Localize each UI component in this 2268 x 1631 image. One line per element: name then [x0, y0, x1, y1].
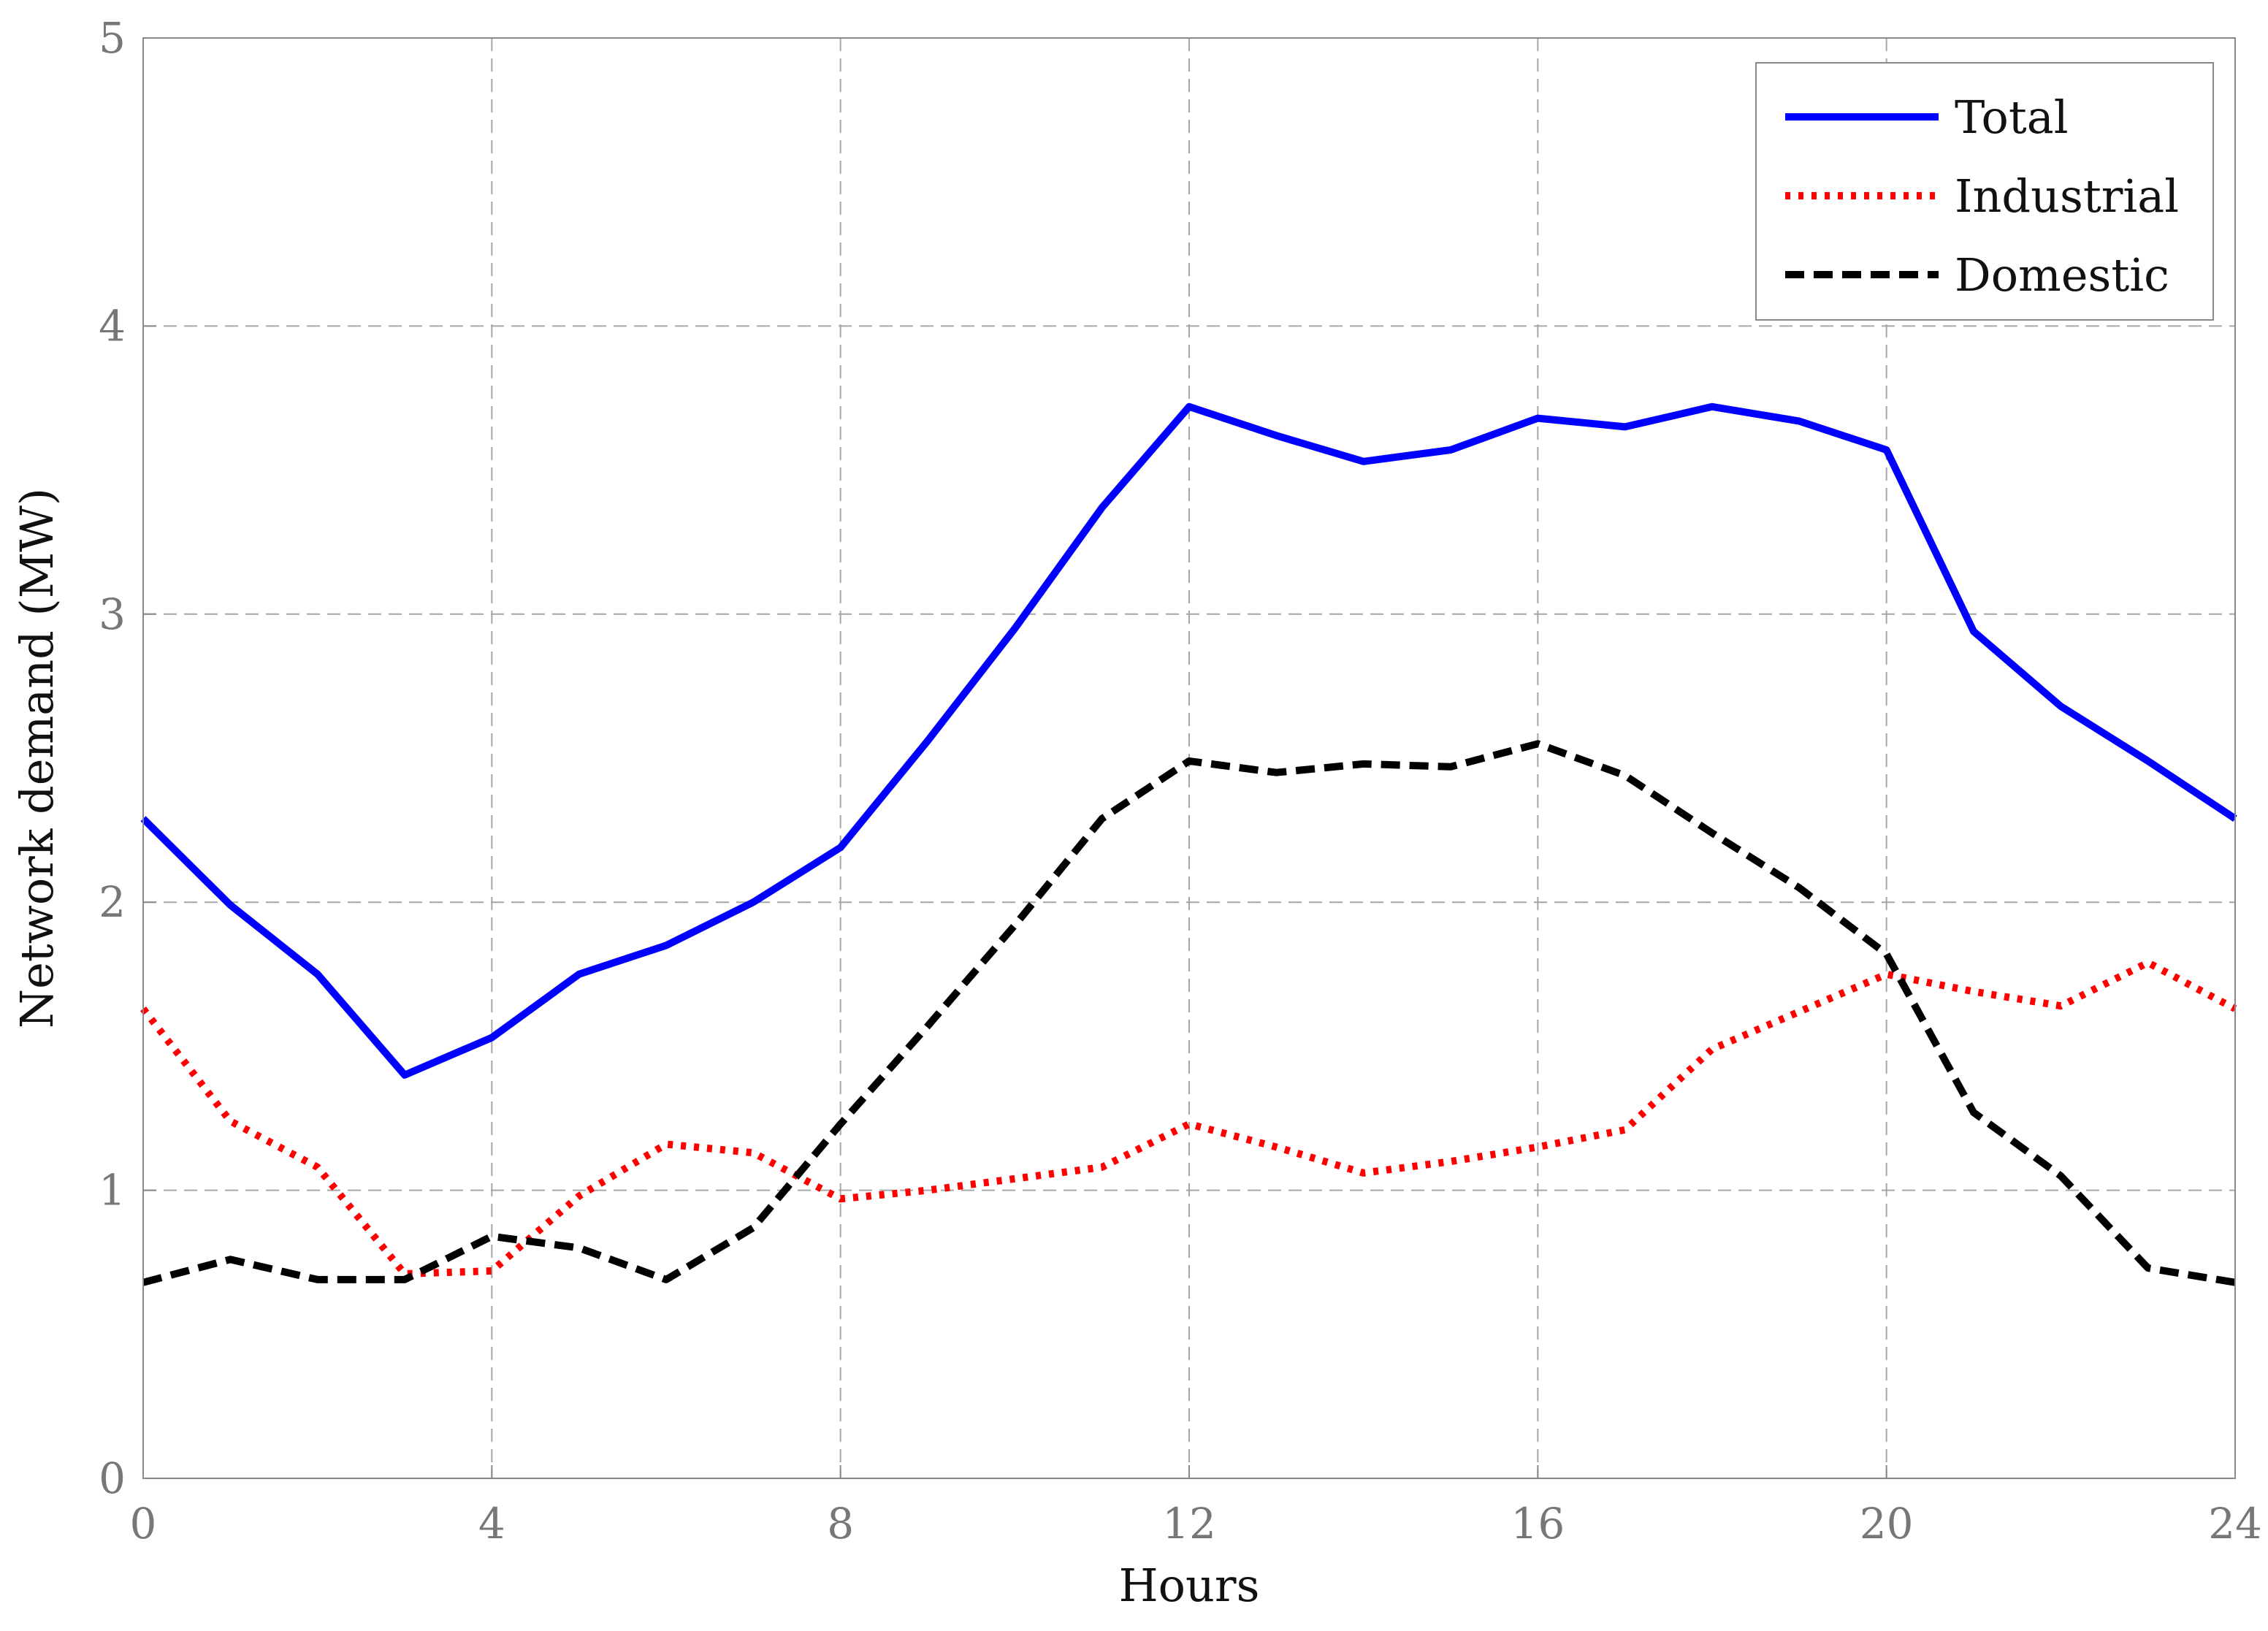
- y-tick-label: 2: [99, 877, 126, 927]
- x-tick-label: 24: [2208, 1499, 2262, 1548]
- x-axis-title: Hours: [1119, 1559, 1260, 1612]
- legend: Total Industrial Domestic: [1755, 62, 2214, 321]
- series-line-total: [140, 402, 2237, 1079]
- y-tick-label: 0: [99, 1454, 126, 1503]
- x-tick-label: 0: [130, 1499, 157, 1548]
- x-tick-label: 16: [1511, 1499, 1565, 1548]
- legend-label-total: Total: [1955, 91, 2069, 144]
- y-axis-title: Network demand (MW): [10, 488, 64, 1028]
- y-tick-label: 5: [99, 13, 126, 63]
- series-line-domestic: [142, 740, 2236, 1286]
- x-tick-label: 20: [1860, 1499, 1914, 1548]
- y-tick-label: 1: [99, 1166, 126, 1215]
- x-tick-label: 4: [478, 1499, 505, 1548]
- series-lines: [140, 402, 2237, 1286]
- x-tick-label: 12: [1162, 1499, 1216, 1548]
- y-tick-label: 3: [99, 589, 126, 639]
- legend-label-domestic: Domestic: [1955, 248, 2169, 302]
- x-tick-label: 8: [827, 1499, 854, 1548]
- y-tick-label: 4: [99, 301, 126, 351]
- legend-label-industrial: Industrial: [1955, 169, 2179, 223]
